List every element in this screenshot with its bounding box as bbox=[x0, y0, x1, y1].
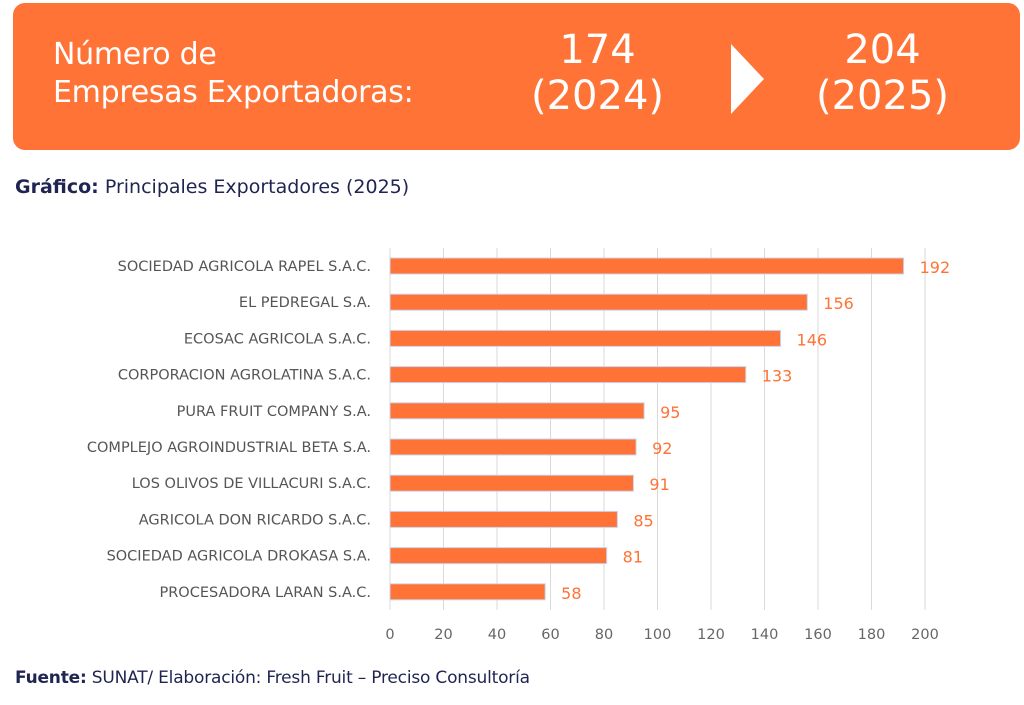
chart-heading: Gráfico: Principales Exportadores (2025) bbox=[15, 176, 409, 198]
banner-title-line2: Empresas Exportadoras: bbox=[53, 75, 414, 110]
category-label: PURA FRUIT COMPANY S.A. bbox=[177, 404, 371, 420]
category-label: SOCIEDAD AGRICOLA RAPEL S.A.C. bbox=[118, 259, 371, 275]
x-tick-label: 0 bbox=[385, 627, 394, 643]
data-label: 92 bbox=[652, 439, 672, 458]
category-label: AGRICOLA DON RICARDO S.A.C. bbox=[139, 512, 371, 528]
x-tick-label: 120 bbox=[697, 627, 725, 643]
value-2025: 204 (2025) bbox=[790, 27, 975, 119]
data-label: 192 bbox=[920, 258, 951, 277]
value-2024: 174 (2024) bbox=[505, 27, 690, 119]
data-label: 58 bbox=[561, 584, 581, 603]
value-2025-year: (2025) bbox=[815, 73, 949, 119]
summary-banner: Número de Empresas Exportadoras: bbox=[13, 3, 1020, 150]
banner-title-line1: Número de bbox=[53, 37, 217, 72]
bar bbox=[389, 547, 608, 565]
bar-chart: 0 20 40 60 80 100 120 140 160 180 200 SOCIEDAD AGRI… bbox=[87, 248, 951, 643]
triangle-right-icon bbox=[731, 44, 764, 114]
x-tick-label: 60 bbox=[541, 627, 559, 643]
x-tick-label: 20 bbox=[434, 627, 452, 643]
bar bbox=[389, 510, 618, 528]
category-label: COMPLEJO AGROINDUSTRIAL BETA S.A. bbox=[87, 440, 371, 456]
data-label: 91 bbox=[649, 475, 669, 494]
category-label: LOS OLIVOS DE VILLACURI S.A.C. bbox=[132, 476, 371, 492]
x-tick-label: 140 bbox=[751, 627, 779, 643]
category-label: SOCIEDAD AGRICOLA DROKASA S.A. bbox=[107, 549, 371, 565]
source-text: SUNAT/ Elaboración: Fresh Fruit – Precis… bbox=[86, 668, 530, 688]
source-footer: Fuente: SUNAT/ Elaboración: Fresh Fruit … bbox=[15, 668, 530, 688]
chart-heading-text: Principales Exportadores (2025) bbox=[98, 176, 410, 198]
value-2024-number: 174 bbox=[559, 27, 636, 73]
bar bbox=[389, 583, 546, 601]
data-label: 146 bbox=[797, 330, 828, 349]
x-tick-label: 160 bbox=[804, 627, 832, 643]
bar bbox=[389, 257, 905, 275]
data-label: 133 bbox=[762, 367, 793, 386]
banner-title: Número de Empresas Exportadoras: bbox=[53, 36, 414, 112]
bar bbox=[389, 438, 637, 456]
bar bbox=[389, 402, 645, 420]
bar bbox=[389, 329, 782, 347]
data-label: 85 bbox=[633, 511, 653, 530]
x-tick-label: 200 bbox=[911, 627, 939, 643]
category-label: EL PEDREGAL S.A. bbox=[239, 295, 371, 311]
bar bbox=[389, 293, 808, 311]
x-tick-label: 40 bbox=[488, 627, 506, 643]
x-tick-label: 100 bbox=[644, 627, 672, 643]
x-tick-label: 80 bbox=[595, 627, 613, 643]
category-label: PROCESADORA LARAN S.A.C. bbox=[159, 585, 371, 601]
bar bbox=[389, 366, 747, 384]
value-2024-year: (2024) bbox=[530, 73, 664, 119]
category-label: ECOSAC AGRICOLA S.A.C. bbox=[184, 331, 371, 347]
bar bbox=[389, 474, 634, 492]
data-label: 81 bbox=[623, 548, 643, 567]
data-label: 95 bbox=[660, 403, 680, 422]
data-label: 156 bbox=[823, 294, 854, 313]
x-tick-label: 180 bbox=[858, 627, 886, 643]
category-label: CORPORACION AGROLATINA S.A.C. bbox=[118, 368, 371, 384]
source-label: Fuente: bbox=[15, 668, 87, 688]
value-2025-number: 204 bbox=[844, 27, 921, 73]
chart-heading-bold: Gráfico: bbox=[15, 176, 99, 198]
